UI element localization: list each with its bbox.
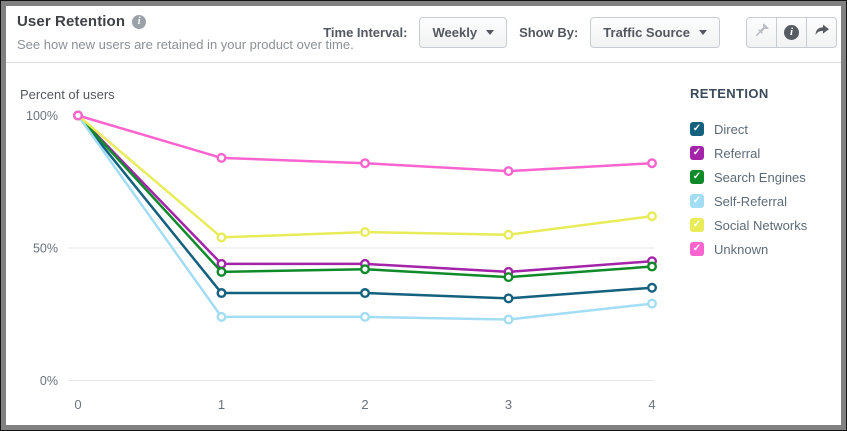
series-line-self-referral (76, 114, 654, 321)
data-point-self-referral-week-2 (360, 311, 371, 322)
data-point-direct-week-4 (647, 282, 658, 293)
info-icon: i (784, 25, 799, 40)
legend-checkbox-direct[interactable]: ✓ (690, 122, 704, 136)
time-interval-value: Weekly (432, 25, 478, 40)
data-point-self-referral-week-1 (216, 311, 227, 322)
data-point-direct-week-3 (503, 293, 514, 304)
legend-checkbox-social-networks[interactable]: ✓ (690, 218, 704, 232)
series-line-unknown (76, 114, 654, 173)
data-point-unknown-week-1 (216, 152, 227, 163)
page-subtitle: See how new users are retained in your p… (17, 37, 354, 52)
data-point-search-engines-week-2 (360, 264, 371, 275)
legend-checkbox-search-engines[interactable]: ✓ (690, 170, 704, 184)
title-info-icon[interactable]: i (132, 14, 147, 29)
data-point-referral-week-3 (503, 266, 514, 277)
action-button-group: i (746, 17, 837, 48)
series-line-referral (76, 114, 654, 274)
data-point-search-engines-week-1 (216, 266, 227, 277)
title-row: User Retention i (17, 13, 147, 30)
data-point-unknown-week-0 (72, 110, 83, 121)
data-point-direct-week-2 (360, 288, 371, 299)
legend-label: Self-Referral (714, 193, 787, 209)
legend-items: ✓ Direct ✓ Referral ✓ Search Engines ✓ Self-Ref… (690, 117, 835, 261)
series-line-direct (76, 114, 654, 300)
retention-widget: User Retention i See how new users are r… (6, 6, 841, 425)
legend-item-search-engines[interactable]: ✓ Search Engines (690, 165, 835, 189)
series-line-social-networks (76, 114, 654, 239)
time-interval-dropdown[interactable]: Weekly (419, 17, 508, 48)
legend-panel: RETENTION ✓ Direct ✓ Referral ✓ Search Engine… (690, 86, 835, 261)
legend-label: Unknown (714, 241, 769, 257)
chart-y-axis-title: Percent of users (20, 87, 115, 102)
share-button[interactable] (806, 17, 837, 48)
data-point-social-networks-week-4 (647, 211, 658, 222)
x-tick-label: 0 (74, 397, 81, 412)
data-point-referral-week-4 (647, 256, 658, 267)
data-point-unknown-week-3 (503, 166, 514, 177)
legend-checkbox-unknown[interactable]: ✓ (690, 242, 704, 256)
pin-button[interactable] (746, 17, 777, 48)
chevron-down-icon (486, 30, 495, 35)
data-point-referral-week-1 (216, 258, 227, 269)
data-point-referral-week-2 (360, 258, 371, 269)
legend-item-social-networks[interactable]: ✓ Social Networks (690, 213, 835, 237)
show-by-value: Traffic Source (603, 25, 690, 40)
data-point-search-engines-week-4 (647, 261, 658, 272)
legend-item-referral[interactable]: ✓ Referral (690, 141, 835, 165)
data-point-social-networks-week-2 (360, 227, 371, 238)
info-button[interactable]: i (776, 17, 807, 48)
share-icon (813, 22, 830, 43)
x-tick-label: 2 (361, 397, 368, 412)
widget-header: User Retention i See how new users are r… (6, 6, 841, 63)
y-tick-label: 100% (26, 109, 58, 123)
series-line-search-engines (76, 114, 654, 279)
show-by-dropdown[interactable]: Traffic Source (590, 17, 720, 48)
legend-checkbox-self-referral[interactable]: ✓ (690, 194, 704, 208)
y-tick-label: 0% (40, 374, 58, 388)
legend-label: Direct (714, 121, 748, 137)
x-tick-label: 1 (218, 397, 225, 412)
data-point-unknown-week-4 (647, 158, 658, 169)
chevron-down-icon (699, 30, 707, 35)
data-point-direct-week-0 (72, 110, 83, 121)
legend-label: Social Networks (714, 217, 808, 233)
data-point-social-networks-week-0 (72, 110, 83, 121)
data-point-self-referral-week-0 (72, 110, 83, 121)
data-point-unknown-week-2 (360, 158, 371, 169)
page-title: User Retention (17, 13, 126, 30)
legend-item-self-referral[interactable]: ✓ Self-Referral (690, 189, 835, 213)
legend-item-unknown[interactable]: ✓ Unknown (690, 237, 835, 261)
data-point-referral-week-0 (72, 110, 83, 121)
header-controls: Time Interval: Weekly Show By: Traffic S… (323, 17, 837, 48)
pin-icon (754, 22, 770, 43)
x-tick-label: 3 (505, 397, 512, 412)
show-by-label: Show By: (519, 25, 579, 40)
legend-item-direct[interactable]: ✓ Direct (690, 117, 835, 141)
legend-checkbox-referral[interactable]: ✓ (690, 146, 704, 160)
legend-title: RETENTION (690, 86, 769, 101)
legend-label: Referral (714, 145, 761, 161)
data-point-social-networks-week-1 (216, 232, 227, 243)
time-interval-label: Time Interval: (323, 25, 408, 40)
data-point-direct-week-1 (216, 288, 227, 299)
data-point-self-referral-week-4 (647, 298, 658, 309)
legend-label: Search Engines (714, 169, 806, 185)
data-point-social-networks-week-3 (503, 229, 514, 240)
data-point-search-engines-week-3 (503, 272, 514, 283)
y-tick-label: 50% (33, 242, 58, 256)
x-tick-label: 4 (648, 397, 655, 412)
data-point-self-referral-week-3 (503, 314, 514, 325)
data-point-search-engines-week-0 (72, 110, 83, 121)
